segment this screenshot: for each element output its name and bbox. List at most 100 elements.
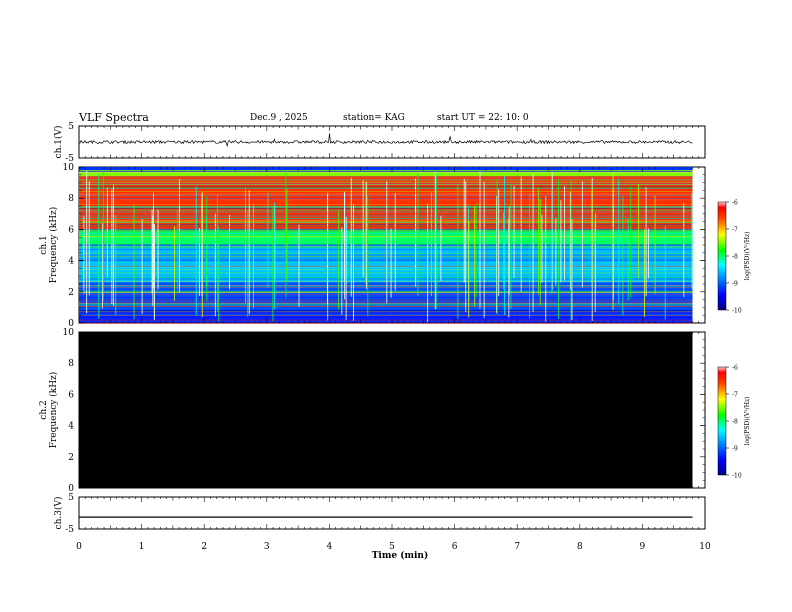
colorbar-tick-label: -9 [732,446,738,453]
x-tick-label: 7 [514,542,520,552]
ch1-spectrogram-line [79,272,693,274]
ch1-spectrogram-sferic [520,176,522,292]
colorbar-tick-label: -7 [732,227,738,234]
x-tick-label: 0 [76,542,82,552]
ch1-spectrogram-line [79,237,693,239]
ch1-spectrogram-line [79,206,693,207]
ch1-spectrogram-sferic [532,173,534,312]
ch1-spectrogram-line [79,211,693,213]
ch1-spectrogram-line [79,236,693,237]
ch1-spectrogram-line [79,294,693,295]
ch1-spectrogram-image [79,167,693,324]
x-tick-label: 2 [201,542,207,552]
ch1-spectrogram-sferic [367,196,369,317]
ch1-spectrogram-sferic [198,228,200,296]
ch1-spectrogram-sferic [153,224,155,321]
ch1-spectrogram-sferic [98,173,100,319]
ch1-spectrogram-line [79,204,693,205]
ch1-colorbar [717,201,727,311]
colorbar-tick-label: -6 [732,200,738,207]
ch1-spectrogram-sferic [345,216,347,320]
ch1-spectrogram-line [79,247,693,248]
ch1-spectrogram-sferic [503,212,505,290]
ch1-spectrogram-line [79,311,693,313]
ch1-spectrogram-line [79,290,693,292]
y-tick-label: 0 [68,319,74,329]
ch1-spectrogram-sferic [248,190,250,315]
ch1-spectrogram-sferic [430,191,432,297]
ch1-spectrogram-line [79,214,693,216]
ch1-spectrogram-line [79,201,693,203]
ch1-spectrogram-sferic [513,185,515,279]
ch1-spectrogram-ylabel-line2: Frequency (kHz) [48,207,59,284]
y-tick-label: 6 [68,225,74,235]
ch1-spectrogram-sferic [346,221,348,285]
ch1-spectrogram-sferic [618,178,620,304]
ch1-spectrogram-line [79,299,693,301]
colorbar-tick-label: -9 [732,281,738,288]
ch1-spectrogram-sferic [570,180,572,321]
ch1-spectrogram-sferic [465,181,467,312]
ch1-spectrogram-sferic [427,203,429,322]
ch1-spectrogram-sferic [664,226,666,320]
ch1-spectrogram-line [79,221,693,223]
ch1-spectrogram-ylabel-line1: ch.1 [39,235,49,254]
ch1-spectrogram-sferic [285,170,287,298]
ch1-spectrogram-line [79,310,693,311]
ch1-spectrogram-sferic [141,219,143,315]
ch1-spectrogram-line [79,226,693,228]
y-tick-label: 4 [68,257,74,267]
ch1-colorbar-label: log(PSD)(V²/Hz) [744,232,751,281]
ch1-spectrogram-line [79,245,693,247]
ch1-spectrogram-sferic [338,210,340,310]
ch1-spectrogram-sferic [152,192,154,289]
ch1-spectrogram-line [79,229,693,230]
ch1-spectrogram-sferic [622,196,624,316]
ch1-spectrogram-line [79,244,693,245]
ch1-spectrogram-line [79,267,693,268]
y-tick-label: 5 [68,122,74,132]
ch1-spectrogram-sferic [113,184,115,307]
ch1-spectrogram-sferic [218,226,220,321]
ch1-spectrogram-sferic [475,203,477,298]
y-tick-label: 8 [68,194,74,204]
ch1-spectrogram-sferic [106,187,108,278]
x-tick-label: 1 [139,542,145,552]
ch1-spectrogram-sferic [496,178,498,315]
ch1-spectrogram-sferic [434,172,436,310]
ch1-spectrogram-line [79,198,693,199]
ch1-spectrogram-sferic [638,183,640,279]
ch1-spectrogram-sferic [504,176,506,315]
ch1-spectrogram-sferic [152,216,154,307]
x-tick-label: 4 [327,542,333,552]
ch1-spectrogram-line [79,230,693,232]
ch1-spectrogram-sferic [643,229,645,317]
ch1-spectrogram-line [79,262,693,264]
ch1-waveform-ylabel: ch.1(V) [53,126,64,159]
y-tick-label: 2 [68,453,74,463]
ch1-spectrogram-line [79,257,693,259]
ch2-spectrogram-ylabel-line2: Frequency (kHz) [48,372,59,449]
ch1-waveform-line [78,133,693,148]
x-tick-label: 3 [264,542,270,552]
ch1-spectrogram-sferic [508,206,510,295]
x-axis-label: Time (min) [372,550,429,561]
ch1-spectrogram-sferic [560,200,562,283]
ch1-spectrogram-line [79,199,693,201]
ch1-spectrogram-sferic [386,180,388,304]
colorbar-tick-label: -8 [732,419,738,426]
ch1-spectrogram-sferic [101,223,103,309]
y-tick-label: 8 [68,359,74,369]
ch2-spectrogram-background [79,332,693,488]
ch2-spectrogram-ylabel-line1: ch.2 [39,400,49,419]
ch1-spectrogram-line [79,225,693,227]
ch1-spectrogram-line [79,209,693,211]
ch1-spectrogram-sferic [83,216,85,294]
x-tick-label: 5 [389,542,395,552]
ch1-spectrogram-sferic [173,226,175,301]
ch1-spectrogram-sferic [214,213,216,317]
ch1-spectrogram-sferic [178,179,180,293]
ch1-spectrogram-sferic [157,209,159,290]
ch1-spectrogram-sferic [362,180,364,278]
ch1-spectrogram-sferic [558,179,560,320]
